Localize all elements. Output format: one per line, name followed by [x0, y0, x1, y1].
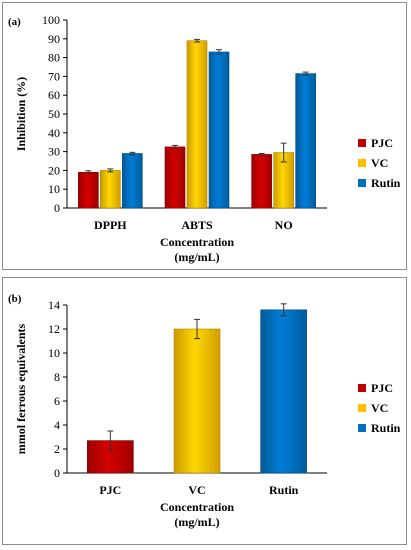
- bar-pjc-no: [251, 154, 272, 209]
- legend-label-vc: VC: [371, 401, 388, 415]
- bar-vc-abts: [186, 40, 208, 209]
- legend-label-vc: VC: [371, 156, 388, 170]
- y-tick-label: 70: [48, 69, 60, 83]
- x-axis-label: (mg/mL): [174, 515, 219, 529]
- y-tick-label: 60: [48, 88, 60, 102]
- x-category-label: PJC: [99, 483, 121, 497]
- bar-rutin-dpph: [122, 153, 143, 209]
- legend-label-pjc: PJC: [371, 136, 393, 150]
- bar-pjc-abts: [164, 146, 186, 209]
- y-tick-label: 80: [48, 51, 60, 65]
- legend-swatch-pjc: [358, 139, 366, 147]
- y-axis-label: mmol ferrous equivalents: [14, 323, 28, 454]
- x-axis-label: Concentration: [160, 235, 234, 249]
- legend-swatch-vc: [358, 404, 366, 412]
- x-category-label: Rutin: [269, 483, 299, 497]
- y-tick-label: 4: [54, 418, 60, 432]
- bar-rutin-abts: [208, 51, 230, 209]
- y-tick-label: 14: [48, 298, 60, 312]
- panel-label: (a): [8, 16, 21, 28]
- legend-swatch-rutin: [358, 179, 366, 187]
- legend-label-pjc: PJC: [371, 381, 393, 395]
- y-tick-label: 0: [54, 201, 60, 215]
- x-category-label: ABTS: [181, 218, 213, 232]
- legend-label-rutin: Rutin: [371, 176, 401, 190]
- y-tick-label: 6: [54, 394, 60, 408]
- x-axis-label: (mg/mL): [174, 250, 219, 264]
- y-tick-label: 40: [48, 126, 60, 140]
- bar-vc-dpph: [100, 170, 121, 209]
- x-category-label: DPPH: [94, 218, 127, 232]
- chart-panel-b: (b) 0 2 4 6 8 10 12 14 mmol ferrous equivalents PJ…: [2, 277, 407, 545]
- y-tick-label: 0: [54, 466, 60, 480]
- panel-label: (b): [8, 293, 22, 305]
- chart-panel-a: (a) 0 10 20 30 40 50 60 70 80 90 100 Inhibition (%) D…: [2, 2, 407, 270]
- y-tick-label: 2: [54, 442, 60, 456]
- legend-swatch-pjc: [358, 384, 366, 392]
- x-category-label: VC: [188, 483, 205, 497]
- legend-label-rutin: Rutin: [371, 421, 401, 435]
- y-tick-label: 10: [48, 346, 60, 360]
- y-tick-label: 20: [48, 163, 60, 177]
- y-tick-label: 100: [42, 13, 60, 27]
- y-tick-label: 50: [48, 107, 60, 121]
- y-tick-label: 30: [48, 145, 60, 159]
- bar-rutin-rutin: [260, 309, 307, 474]
- bar-pjc-dpph: [78, 171, 99, 209]
- y-tick-label: 10: [48, 182, 60, 196]
- legend-swatch-vc: [358, 159, 366, 167]
- legend-swatch-rutin: [358, 424, 366, 432]
- y-tick-label: 12: [48, 322, 60, 336]
- bar-rutin-no: [295, 73, 316, 209]
- chart-b-svg: (b) 0 2 4 6 8 10 12 14 mmol ferrous equivalents PJ…: [8, 293, 401, 529]
- x-category-label: NO: [275, 218, 293, 232]
- y-tick-label: 90: [48, 32, 60, 46]
- chart-a-svg: (a) 0 10 20 30 40 50 60 70 80 90 100 Inhibition (%) D…: [8, 13, 401, 264]
- x-axis-label: Concentration: [160, 500, 234, 514]
- y-tick-label: 8: [54, 370, 60, 384]
- y-axis-label: Inhibition (%): [14, 77, 28, 151]
- bar-vc-vc: [173, 328, 221, 474]
